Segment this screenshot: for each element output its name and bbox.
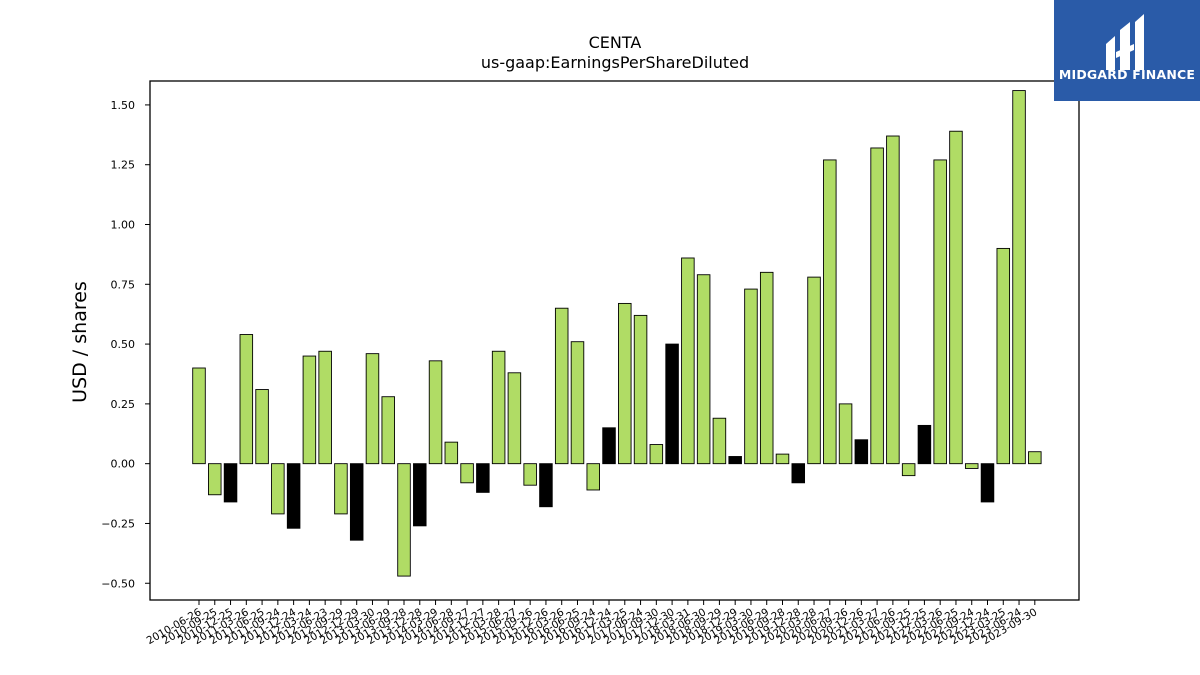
bar-2018-03-31: [681, 257, 695, 465]
y-tick-label: 0.50: [111, 338, 136, 351]
bar-2017-09-30: [649, 444, 664, 465]
bar-2016-12-24: [602, 427, 616, 465]
bar-2014-12-27: [476, 463, 490, 493]
bar-2013-03-30: [365, 353, 380, 465]
bar-2017-06-24: [633, 314, 648, 465]
y-tick-label: 0.25: [111, 398, 136, 411]
bar-2022-03-26: [933, 159, 947, 465]
bar-2010-12-25: [223, 463, 238, 503]
midgard-finance-logo-icon: [1106, 14, 1144, 70]
bar-2021-12-25: [917, 424, 932, 465]
bar-2017-03-25: [618, 302, 632, 465]
bar-2018-12-29: [728, 456, 742, 465]
bar-2021-06-26: [886, 135, 900, 465]
bar-2019-12-28: [791, 463, 806, 484]
bar-2023-03-25: [996, 247, 1011, 465]
bars-group: [192, 90, 1042, 577]
bar-2012-06-23: [318, 350, 332, 465]
bar-2015-03-28: [491, 350, 506, 465]
bar-2015-06-27: [507, 372, 522, 465]
bar-2013-09-28: [397, 463, 411, 577]
y-tick-label: 1.50: [111, 99, 136, 112]
bar-2010-09-25: [208, 463, 222, 496]
bar-2020-06-27: [823, 159, 837, 465]
bar-2011-09-24: [271, 463, 285, 515]
plot-frame: [149, 80, 1080, 601]
bar-2020-03-28: [807, 276, 821, 465]
bar-2023-09-30: [1028, 451, 1042, 465]
bar-2013-12-28: [413, 463, 427, 527]
y-tick-label: −0.25: [101, 517, 135, 530]
bar-2019-09-28: [775, 453, 790, 465]
bar-2022-09-24: [964, 463, 979, 469]
bar-2014-03-29: [428, 360, 443, 465]
bar-2015-12-26: [539, 463, 553, 508]
bar-2020-12-26: [854, 439, 869, 465]
bar-2021-09-25: [901, 463, 916, 477]
bar-2012-09-29: [334, 463, 348, 515]
bar-2023-06-24: [1012, 90, 1026, 465]
bar-2016-09-24: [586, 463, 601, 491]
chart-title: CENTA: [589, 33, 642, 52]
bar-2011-03-26: [239, 334, 254, 465]
chart-subtitle: us-gaap:EarningsPerShareDiluted: [481, 53, 749, 72]
x-axis-ticks: 2010-06-262010-09-252010-12-252011-03-26…: [145, 600, 1039, 647]
bar-2012-03-24: [302, 355, 317, 465]
bar-2014-09-27: [460, 463, 474, 484]
bar-2021-03-27: [870, 147, 884, 465]
y-tick-label: 1.25: [111, 159, 136, 172]
y-axis-ticks: −0.50 −0.25 0.00 0.25 0.50 0.75 1.00 1.25 1.50: [101, 99, 150, 590]
bar-2015-09-26: [523, 463, 537, 486]
bar-2017-12-30: [665, 343, 679, 465]
midgard-finance-logo: MIDGARD FINANCE: [1054, 0, 1200, 101]
bar-2018-09-29: [712, 417, 727, 465]
brand-name: MIDGARD FINANCE: [1058, 67, 1196, 82]
y-axis-label: USD / shares: [69, 281, 91, 403]
bar-2019-03-30: [744, 288, 758, 465]
bar-2011-12-24: [286, 463, 301, 529]
y-tick-label: 1.00: [111, 219, 136, 232]
bar-2013-06-29: [381, 396, 395, 465]
bar-2022-12-24: [980, 463, 995, 503]
bar-2019-06-29: [759, 271, 774, 465]
bar-2022-06-25: [949, 130, 963, 465]
bar-2018-06-30: [696, 274, 711, 465]
bar-2020-09-26: [838, 403, 853, 465]
bar-2016-03-26: [554, 307, 569, 465]
bar-2011-06-25: [255, 389, 269, 465]
bar-2010-06-26: [192, 367, 206, 465]
bar-2012-12-29: [349, 463, 364, 541]
y-tick-label: 0.75: [111, 278, 136, 291]
y-tick-label: 0.00: [111, 458, 136, 471]
y-tick-label: −0.50: [101, 577, 135, 590]
bar-2016-06-25: [570, 341, 585, 465]
bar-2014-06-28: [444, 441, 459, 465]
